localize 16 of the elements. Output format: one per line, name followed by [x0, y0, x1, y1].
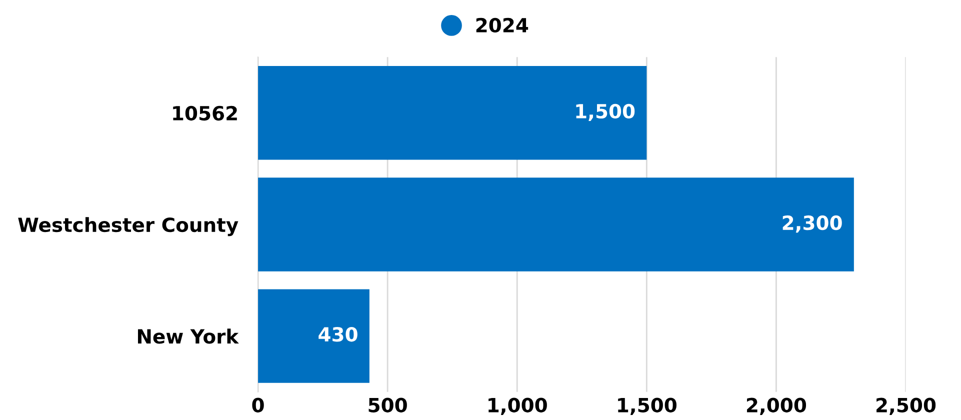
y-tick-label: New York — [138, 328, 239, 344]
bar — [258, 66, 647, 160]
x-tick-label: 2,000 — [746, 398, 806, 415]
data-label: 430 — [318, 327, 358, 342]
data-label: 2,300 — [782, 215, 842, 233]
y-tick-label: 10562 — [173, 106, 237, 121]
x-tick-label: 500 — [368, 398, 407, 412]
y-tick-label: Westchester County — [18, 217, 238, 236]
data-label: 1,500 — [576, 104, 635, 122]
x-tick-label: 2,500 — [876, 398, 936, 415]
x-tick-label: 1,500 — [618, 398, 676, 415]
x-tick-label: 1,000 — [488, 398, 547, 415]
legend-label: 2024 — [476, 18, 528, 33]
bar — [258, 289, 370, 383]
x-tick-label: 0 — [252, 398, 264, 412]
bar — [258, 178, 854, 272]
